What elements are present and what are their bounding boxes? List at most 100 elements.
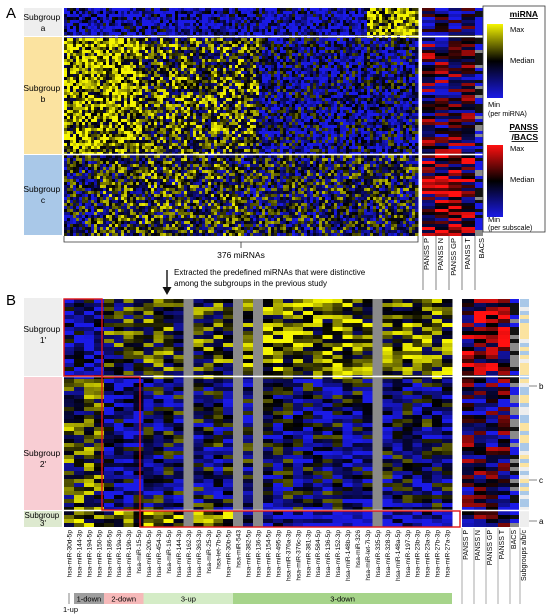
- heatmap-a-cell: [307, 62, 311, 65]
- heatmap-a-cell: [415, 23, 419, 26]
- heatmap-a-cell: [82, 23, 86, 26]
- heatmap-a-cell: [358, 20, 362, 23]
- heatmap-a-cell: [361, 62, 365, 65]
- heatmap-a-cell: [292, 116, 296, 119]
- heatmap-a-cell: [289, 26, 293, 29]
- heatmap-a-cell: [241, 8, 245, 11]
- heatmap-a-cell: [220, 110, 224, 113]
- heatmap-a-cell: [277, 74, 281, 77]
- heatmap-a-cell: [136, 86, 140, 89]
- heatmap-a-cell: [310, 86, 314, 89]
- heatmap-a-cell: [262, 101, 266, 104]
- heatmap-a-cell: [112, 38, 116, 41]
- heatmap-a-cell: [334, 74, 338, 77]
- heatmap-a-cell: [214, 86, 218, 89]
- heatmap-a-cell: [130, 107, 134, 110]
- heatmap-a-cell: [301, 74, 305, 77]
- heatmap-a-cell: [361, 80, 365, 83]
- heatmap-a-cell: [202, 17, 206, 20]
- heatmap-a-cell: [220, 119, 224, 122]
- heatmap-a-cell: [379, 95, 383, 98]
- heatmap-a-cell: [163, 77, 167, 80]
- heatmap-a-cell: [199, 122, 203, 125]
- heatmap-a-cell: [124, 68, 128, 71]
- heatmap-a-cell: [325, 107, 329, 110]
- heatmap-a-cell: [412, 53, 416, 56]
- heatmap-a-cell: [382, 47, 386, 50]
- heatmap-a-cell: [337, 44, 341, 47]
- heatmap-a-cell: [190, 14, 194, 17]
- heatmap-a-cell: [163, 14, 167, 17]
- heatmap-a-cell: [286, 89, 290, 92]
- heatmap-a-cell: [232, 113, 236, 116]
- heatmap-a-cell: [235, 83, 239, 86]
- heatmap-a-cell: [124, 50, 128, 53]
- heatmap-a-cell: [391, 44, 395, 47]
- heatmap-a-cell: [88, 98, 92, 101]
- heatmap-a-cell: [118, 44, 122, 47]
- heatmap-a-cell: [256, 50, 260, 53]
- heatmap-a-cell: [376, 110, 380, 113]
- heatmap-a-cell: [169, 32, 173, 35]
- heatmap-a-cell: [94, 20, 98, 23]
- heatmap-a-cell: [130, 71, 134, 74]
- heatmap-a-cell: [133, 122, 137, 125]
- heatmap-a-cell: [409, 26, 413, 29]
- heatmap-a-cell: [385, 92, 389, 95]
- heatmap-a-cell: [181, 104, 185, 107]
- heatmap-a-cell: [241, 29, 245, 32]
- heatmap-a-cell: [184, 20, 188, 23]
- heatmap-a-cell: [391, 62, 395, 65]
- heatmap-a-cell: [106, 131, 110, 134]
- heatmap-a-cell: [349, 113, 353, 116]
- heatmap-a-cell: [388, 104, 392, 107]
- heatmap-a-cell: [70, 104, 74, 107]
- heatmap-a-cell: [97, 110, 101, 113]
- heatmap-a-cell: [148, 50, 152, 53]
- heatmap-a-cell: [76, 41, 80, 44]
- heatmap-a-cell: [298, 65, 302, 68]
- heatmap-a-cell: [106, 53, 110, 56]
- heatmap-a-cell: [301, 110, 305, 113]
- heatmap-a-cell: [76, 62, 80, 65]
- heatmap-a-cell: [304, 20, 308, 23]
- heatmap-a-cell: [223, 77, 227, 80]
- heatmap-a-cell: [268, 32, 272, 35]
- heatmap-a-cell: [139, 8, 143, 11]
- heatmap-a-cell: [337, 41, 341, 44]
- heatmap-a-cell: [76, 11, 80, 14]
- heatmap-a-cell: [355, 38, 359, 41]
- heatmap-a-cell: [97, 83, 101, 86]
- heatmap-a-cell: [100, 23, 104, 26]
- heatmap-a-cell: [253, 89, 257, 92]
- heatmap-a-cell: [268, 80, 272, 83]
- heatmap-a-cell: [223, 116, 227, 119]
- heatmap-a-cell: [124, 71, 128, 74]
- heatmap-a-cell: [226, 26, 230, 29]
- heatmap-a-cell: [178, 71, 182, 74]
- heatmap-a-cell: [349, 8, 353, 11]
- heatmap-a-cell: [307, 95, 311, 98]
- heatmap-a-cell: [145, 74, 149, 77]
- heatmap-a-cell: [115, 50, 119, 53]
- heatmap-a-cell: [316, 110, 320, 113]
- heatmap-a-cell: [361, 65, 365, 68]
- heatmap-a-cell: [316, 44, 320, 47]
- heatmap-a-cell: [133, 56, 137, 59]
- heatmap-a-cell: [184, 98, 188, 101]
- heatmap-a-cell: [226, 86, 230, 89]
- heatmap-a-cell: [169, 8, 173, 11]
- heatmap-a-cell: [358, 119, 362, 122]
- heatmap-a-cell: [406, 23, 410, 26]
- heatmap-a-cell: [67, 86, 71, 89]
- heatmap-a-cell: [322, 119, 326, 122]
- heatmap-a-cell: [307, 14, 311, 17]
- heatmap-a-cell: [334, 128, 338, 131]
- heatmap-a-cell: [331, 29, 335, 32]
- heatmap-a-cell: [154, 128, 158, 131]
- heatmap-a-cell: [382, 110, 386, 113]
- heatmap-a-cell: [70, 98, 74, 101]
- heatmap-a-cell: [256, 80, 260, 83]
- heatmap-a-cell: [163, 32, 167, 35]
- heatmap-a-cell: [193, 71, 197, 74]
